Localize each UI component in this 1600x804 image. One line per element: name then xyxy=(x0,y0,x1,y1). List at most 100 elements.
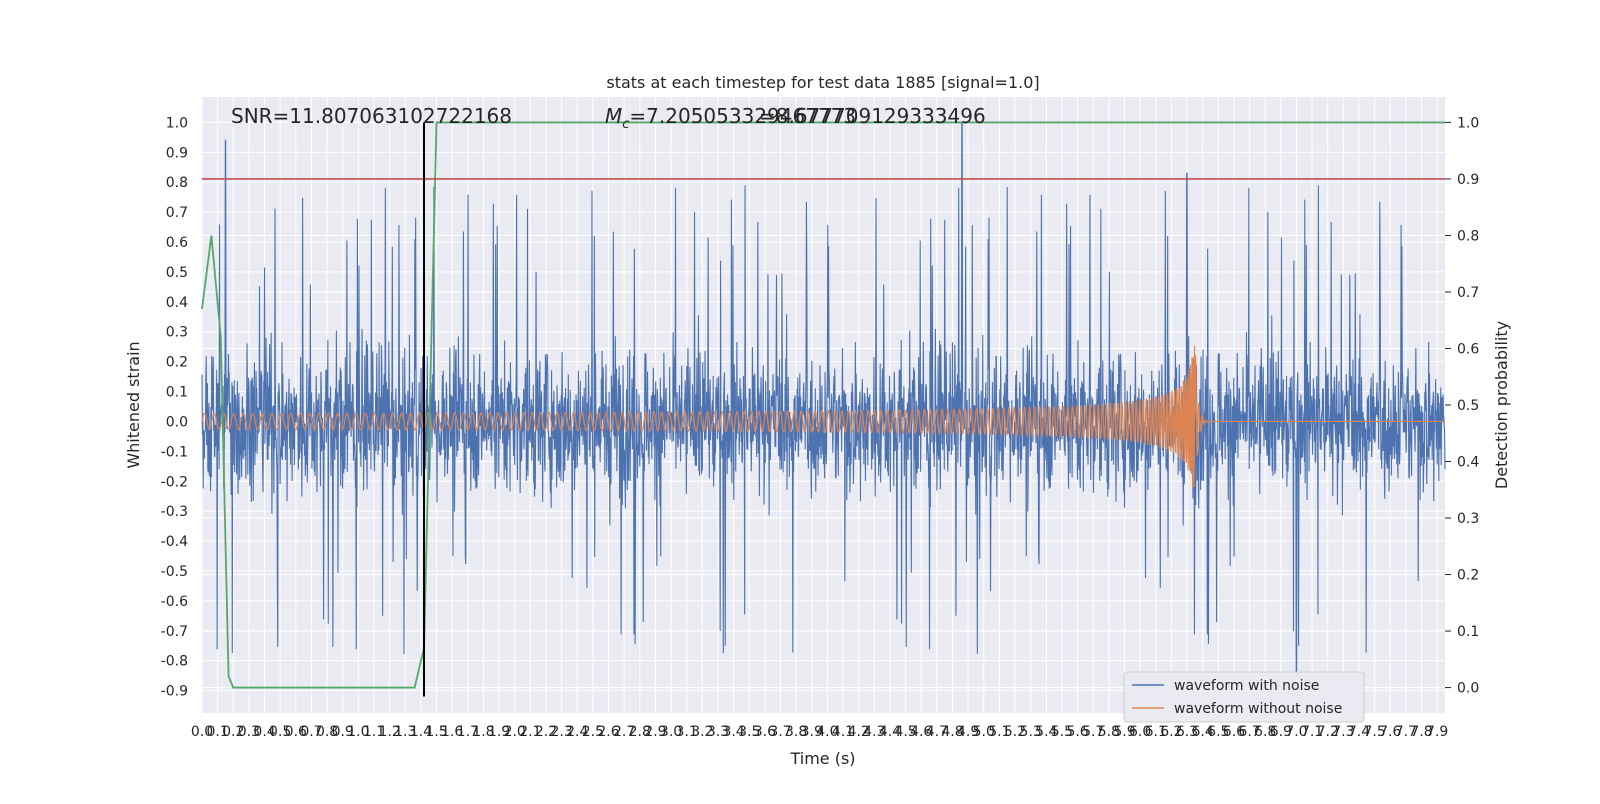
x-tick-label: 5.8 xyxy=(1098,724,1120,740)
x-tick-label: 1.5 xyxy=(425,724,447,740)
y-tick-label: 0.6 xyxy=(166,235,188,251)
x-tick-label: 2.3 xyxy=(550,724,572,740)
x-tick-label: 1.6 xyxy=(441,724,463,740)
x-tick-label: 4.8 xyxy=(941,724,963,740)
x-tick-label: 3.4 xyxy=(722,724,744,740)
y2-tick-label: 0.2 xyxy=(1457,568,1479,584)
y2-tick-label: 0.7 xyxy=(1457,285,1479,301)
x-tick-label: 0.5 xyxy=(269,724,291,740)
series-waveform-without-noise xyxy=(201,345,1445,488)
x-tick-label: 3.5 xyxy=(738,724,760,740)
series-waveform-with-noise xyxy=(201,121,1446,677)
x-tick-label: 5.4 xyxy=(1035,724,1057,740)
x-tick-label: 3.6 xyxy=(754,724,776,740)
x-tick-label: 3.2 xyxy=(691,724,713,740)
x-tick-label: 1.7 xyxy=(457,724,479,740)
y-tick-label: -0.2 xyxy=(161,474,188,490)
y-tick-label: 1.0 xyxy=(166,115,188,131)
x-tick-label: 7.7 xyxy=(1395,724,1417,740)
y-tick-label: -0.7 xyxy=(161,624,188,640)
x-tick-label: 4.2 xyxy=(848,724,870,740)
x-tick-label: 7.4 xyxy=(1348,724,1370,740)
x-tick-label: 7.9 xyxy=(1426,724,1448,740)
legend: waveform with noise waveform without noi… xyxy=(1123,671,1365,723)
x-tick-label: 5.3 xyxy=(1020,724,1042,740)
y-tick-label: 0.2 xyxy=(166,355,188,371)
y2-tick-label: 0.5 xyxy=(1457,398,1479,414)
x-tick-label: 2.0 xyxy=(504,724,526,740)
y2-axis-label: Detection probability xyxy=(1492,321,1511,489)
x-tick-label: 5.7 xyxy=(1082,724,1104,740)
y-tick-label: -0.5 xyxy=(161,564,188,580)
x-tick-label: 1.8 xyxy=(472,724,494,740)
mc-annotation-b: =8.677709129333496 xyxy=(759,104,986,128)
x-tick-label: 1.0 xyxy=(347,724,369,740)
x-tick-label: 3.9 xyxy=(801,724,823,740)
x-tick-label: 0.6 xyxy=(285,724,307,740)
x-tick-label: 1.3 xyxy=(394,724,416,740)
y2-tick-label: 0.0 xyxy=(1457,681,1479,697)
y2-tick-label: 0.6 xyxy=(1457,341,1479,357)
x-tick-label: 4.7 xyxy=(926,724,948,740)
x-tick-label: 2.4 xyxy=(566,724,588,740)
x-tick-label: 6.2 xyxy=(1160,724,1182,740)
x-tick-label: 0.0 xyxy=(191,724,213,740)
x-axis-label: Time (s) xyxy=(789,749,855,768)
x-tick-label: 2.1 xyxy=(519,724,541,740)
x-tick-label: 3.0 xyxy=(660,724,682,740)
x-tick-label: 2.2 xyxy=(535,724,557,740)
legend-box xyxy=(1123,671,1365,723)
y2-tick-label: 0.3 xyxy=(1457,511,1479,527)
x-tick-label: 3.8 xyxy=(785,724,807,740)
chart-title: stats at each timestep for test data 188… xyxy=(606,73,1039,92)
mc-annotation-a: Mc=7.205053329467773 xyxy=(605,104,856,132)
x-tick-label: 3.1 xyxy=(676,724,698,740)
x-tick-label: 0.4 xyxy=(253,724,275,740)
x-tick-label: 7.5 xyxy=(1364,724,1386,740)
y-tick-label: 0.1 xyxy=(166,385,188,401)
x-tick-label: 7.3 xyxy=(1332,724,1354,740)
x-tick-label: 4.1 xyxy=(832,724,854,740)
x-tick-label: 2.9 xyxy=(644,724,666,740)
x-tick-label: 6.5 xyxy=(1207,724,1229,740)
y-tick-label: 0.8 xyxy=(166,175,188,191)
x-tick-label: 0.8 xyxy=(316,724,338,740)
x-tick-label: 0.9 xyxy=(332,724,354,740)
x-tick-label: 7.1 xyxy=(1301,724,1323,740)
x-tick-label: 2.6 xyxy=(597,724,619,740)
x-tick-label: 6.3 xyxy=(1176,724,1198,740)
x-tick-label: 7.8 xyxy=(1410,724,1432,740)
y-tick-label: -0.6 xyxy=(161,594,188,610)
x-tick-label: 2.8 xyxy=(629,724,651,740)
x-tick-label: 0.2 xyxy=(222,724,244,740)
x-tick-label: 5.5 xyxy=(1051,724,1073,740)
y-tick-label: 0.3 xyxy=(166,325,188,341)
x-tick-label: 4.9 xyxy=(957,724,979,740)
y2-tick-label: 0.9 xyxy=(1457,172,1479,188)
x-tick-label: 2.5 xyxy=(582,724,604,740)
x-tick-label: 6.8 xyxy=(1254,724,1276,740)
x-tick-label: 4.0 xyxy=(816,724,838,740)
x-tick-label: 1.4 xyxy=(410,724,432,740)
x-tick-label: 1.9 xyxy=(488,724,510,740)
x-tick-label: 6.4 xyxy=(1192,724,1214,740)
x-tick-label: 0.1 xyxy=(207,724,229,740)
x-tick-label: 5.9 xyxy=(1113,724,1135,740)
x-tick-label: 0.7 xyxy=(300,724,322,740)
x-tick-label: 4.4 xyxy=(879,724,901,740)
x-tick-label: 6.6 xyxy=(1223,724,1245,740)
legend-label-noisy: waveform with noise xyxy=(1174,678,1319,694)
snr-annotation: SNR=11.807063102722168 xyxy=(231,104,512,128)
y-tick-label: 0.9 xyxy=(166,145,188,161)
series-detection-probability xyxy=(201,121,1445,689)
x-tick-label: 3.7 xyxy=(769,724,791,740)
y-tick-label: -0.3 xyxy=(161,504,188,520)
x-tick-label: 5.1 xyxy=(988,724,1010,740)
x-tick-label: 6.7 xyxy=(1238,724,1260,740)
y2-tick-label: 0.4 xyxy=(1457,455,1479,471)
y2-tick-label: 0.8 xyxy=(1457,228,1479,244)
x-tick-label: 2.7 xyxy=(613,724,635,740)
x-tick-label: 5.2 xyxy=(1004,724,1026,740)
y2-tick-label: 0.1 xyxy=(1457,624,1479,640)
y-tick-label: -0.4 xyxy=(161,534,188,550)
